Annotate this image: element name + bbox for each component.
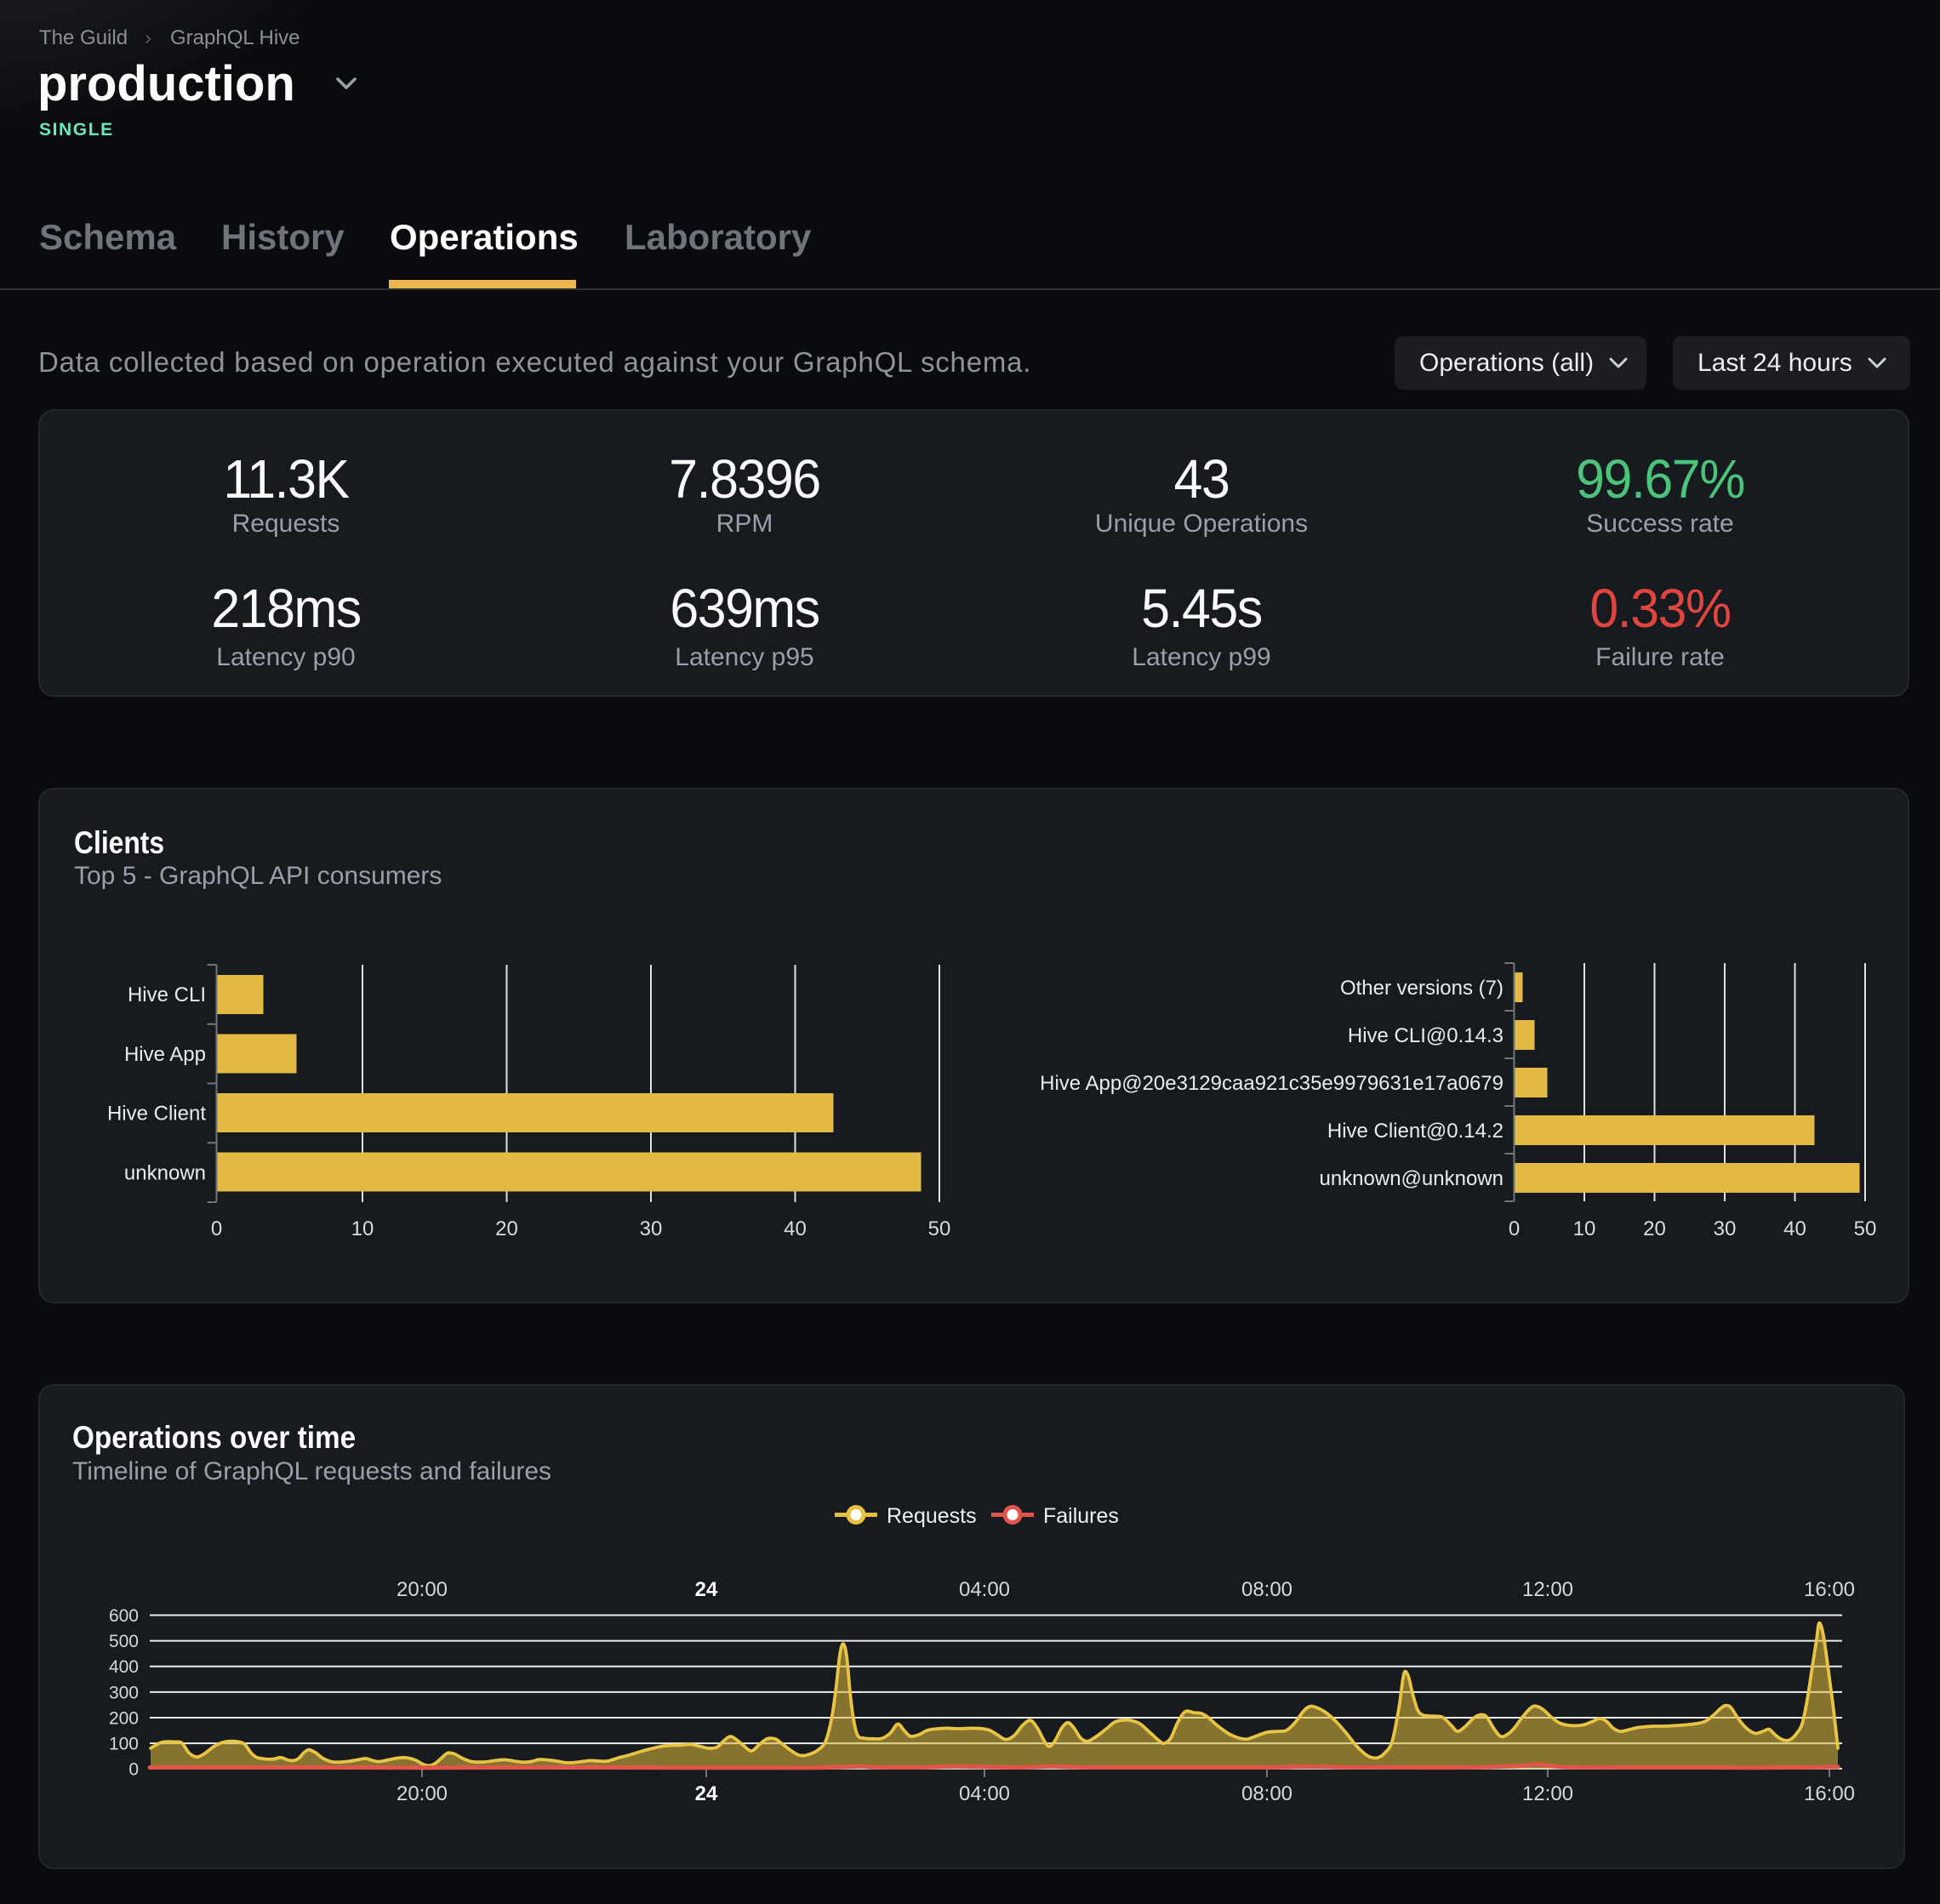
svg-text:0: 0: [1509, 1217, 1520, 1240]
svg-text:Hive CLI: Hive CLI: [128, 983, 206, 1006]
svg-text:10: 10: [351, 1217, 374, 1240]
svg-text:08:00: 08:00: [1241, 1782, 1292, 1805]
svg-text:20:00: 20:00: [397, 1578, 448, 1601]
svg-text:200: 200: [109, 1709, 139, 1729]
svg-text:Hive App@20e3129caa921c35e9979: Hive App@20e3129caa921c35e9979631e17a067…: [1040, 1072, 1504, 1095]
svg-text:0: 0: [211, 1217, 222, 1240]
svg-text:0: 0: [128, 1759, 139, 1779]
svg-text:500: 500: [109, 1632, 139, 1651]
svg-text:20: 20: [495, 1217, 518, 1240]
svg-text:20: 20: [1643, 1217, 1666, 1240]
svg-text:400: 400: [109, 1657, 139, 1677]
svg-text:300: 300: [109, 1683, 139, 1702]
svg-text:30: 30: [1714, 1217, 1737, 1240]
svg-text:Other versions (7): Other versions (7): [1340, 977, 1504, 1000]
svg-text:04:00: 04:00: [959, 1782, 1010, 1805]
svg-text:24: 24: [695, 1578, 718, 1601]
svg-text:16:00: 16:00: [1804, 1782, 1855, 1805]
svg-text:Hive App: Hive App: [124, 1043, 206, 1066]
svg-text:12:00: 12:00: [1522, 1578, 1573, 1601]
svg-text:Requests: Requests: [887, 1504, 977, 1528]
svg-text:Failures: Failures: [1043, 1504, 1119, 1528]
svg-text:10: 10: [1573, 1217, 1596, 1240]
svg-text:100: 100: [109, 1735, 139, 1754]
svg-text:30: 30: [640, 1217, 663, 1240]
svg-text:04:00: 04:00: [959, 1578, 1010, 1601]
svg-text:20:00: 20:00: [397, 1782, 448, 1805]
svg-text:12:00: 12:00: [1522, 1782, 1573, 1805]
svg-text:Hive Client: Hive Client: [107, 1103, 206, 1126]
svg-text:50: 50: [928, 1217, 951, 1240]
svg-text:unknown: unknown: [124, 1162, 206, 1185]
svg-text:Hive Client@0.14.2: Hive Client@0.14.2: [1327, 1120, 1504, 1143]
svg-text:40: 40: [1783, 1217, 1806, 1240]
svg-text:40: 40: [784, 1217, 807, 1240]
svg-text:50: 50: [1854, 1217, 1877, 1240]
svg-text:Hive CLI@0.14.3: Hive CLI@0.14.3: [1348, 1024, 1504, 1047]
svg-text:16:00: 16:00: [1804, 1578, 1855, 1601]
svg-text:600: 600: [109, 1606, 139, 1626]
svg-text:08:00: 08:00: [1241, 1578, 1292, 1601]
svg-text:unknown@unknown: unknown@unknown: [1319, 1167, 1504, 1190]
svg-text:24: 24: [695, 1782, 718, 1805]
